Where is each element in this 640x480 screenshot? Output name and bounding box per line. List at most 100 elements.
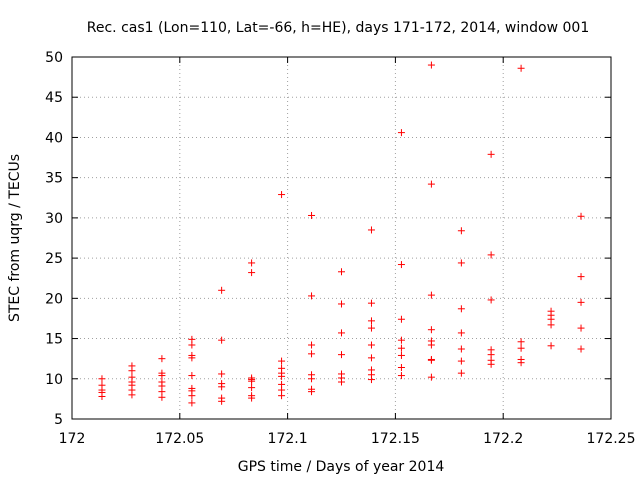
data-point [367,324,375,332]
data-point [547,342,555,350]
data-point [397,351,405,359]
data-point [367,226,375,234]
data-point [547,321,555,329]
y-tick-labels: 5 10 15 20 25 30 35 40 45 50 [45,50,63,428]
y-tick-label: 10 [45,372,63,388]
data-point [577,212,585,220]
data-point [397,129,405,137]
x-axis-label: GPS time / Days of year 2014 [238,459,445,475]
data-point [457,259,465,267]
data-point [367,299,375,307]
data-point [427,356,435,364]
data-point [248,384,256,392]
data-point [218,370,226,378]
data-point [577,324,585,332]
y-tick-label: 40 [45,130,63,146]
y-tick-label: 45 [45,90,63,106]
data-point [158,372,166,380]
data-points [98,61,585,407]
data-point [517,64,525,72]
data-point [338,378,345,386]
data-point [308,350,316,358]
data-point [577,273,585,281]
data-point [188,372,196,380]
data-point [397,261,405,269]
data-point [128,367,136,375]
data-point [577,298,585,306]
data-point [457,329,465,337]
data-point [487,360,495,368]
data-point [218,336,226,344]
x-tick-labels: 172 172.05 172.1 172.15 172.2 172.25 [59,431,636,447]
x-tick-label: 172.2 [483,431,523,447]
data-point [188,399,196,407]
data-point [98,375,106,383]
data-point [338,300,345,308]
y-axis-label: STEC from uqrg / TECUs [7,154,23,322]
data-point [427,291,435,299]
data-point [248,394,256,402]
data-point [338,329,345,337]
y-tick-label: 35 [45,171,63,187]
data-point [248,269,256,277]
data-point [278,392,286,400]
data-point [278,191,286,199]
data-point [188,392,196,400]
data-point [158,355,166,363]
data-point [218,383,226,391]
data-point [517,359,525,367]
data-point [308,388,316,396]
data-point [517,344,525,352]
data-point [308,341,316,349]
data-point [98,392,106,400]
data-point [397,336,405,344]
data-point [308,292,316,300]
data-point [457,345,465,353]
data-point [338,351,345,359]
data-point [427,326,435,334]
data-point [308,211,316,219]
data-point [487,296,495,304]
data-point [128,391,136,399]
data-point [517,338,525,346]
data-point [218,286,226,294]
data-point [397,344,405,352]
data-point [367,317,375,325]
grid-lines [72,57,611,419]
data-point [338,268,345,276]
data-point [278,372,286,380]
x-tick-label: 172.05 [155,431,204,447]
data-point [427,180,435,188]
data-point [457,305,465,313]
data-point [397,364,405,372]
data-point [188,354,196,362]
data-point [457,357,465,365]
data-point [577,345,585,353]
y-tick-label: 50 [45,50,63,66]
x-tick-label: 172.25 [587,431,636,447]
y-tick-label: 20 [45,291,63,307]
plot-frame [71,56,612,420]
chart-title: Rec. cas1 (Lon=110, Lat=-66, h=HE), days… [87,20,589,36]
y-tick-label: 15 [45,332,63,348]
axis-ticks [71,56,612,420]
data-point [248,377,256,385]
data-point [397,372,405,380]
data-point [487,150,495,158]
data-point [427,373,435,381]
data-point [188,341,196,349]
data-point [457,227,465,235]
data-point [158,393,166,401]
data-point [427,61,435,69]
y-tick-label: 30 [45,211,63,227]
data-point [367,341,375,349]
data-point [278,357,286,365]
x-tick-label: 172 [59,431,86,447]
x-tick-label: 172.1 [268,431,308,447]
data-point [487,251,495,259]
data-point [367,376,375,384]
y-tick-label: 5 [54,412,63,428]
data-point [427,341,435,349]
data-point [457,369,465,377]
